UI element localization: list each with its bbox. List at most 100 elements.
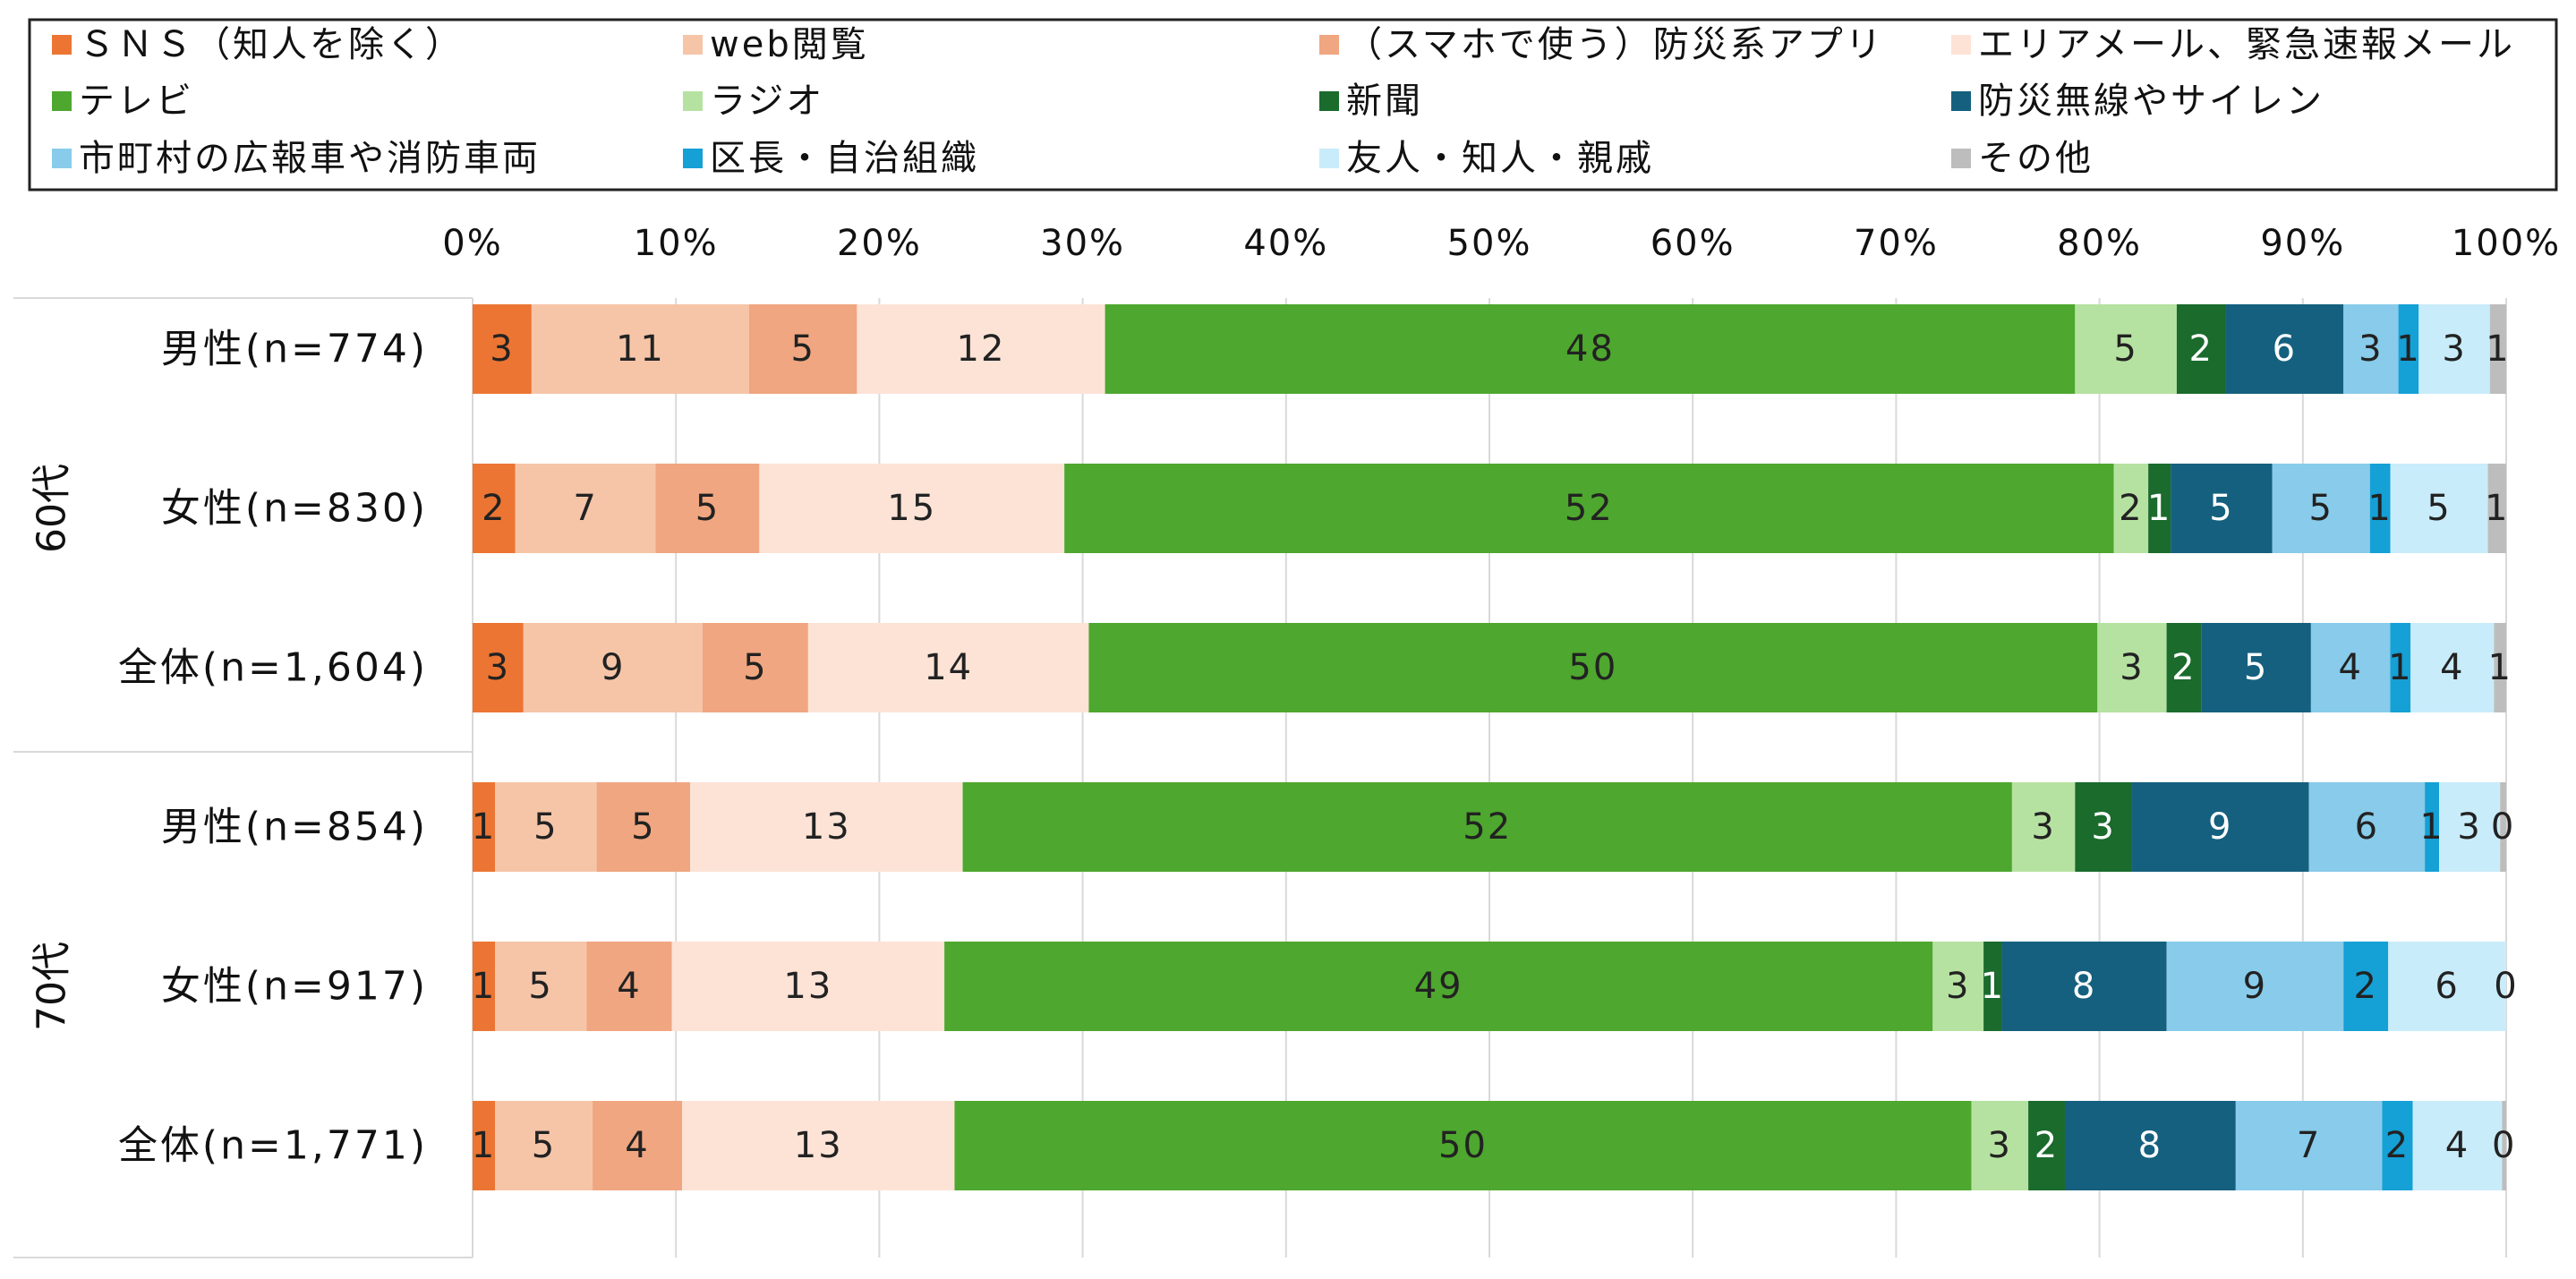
data-label: 3 [2120, 647, 2144, 688]
bar-segment [2001, 942, 2167, 1031]
data-label: 4 [2445, 1125, 2469, 1166]
data-label: 5 [2309, 488, 2333, 529]
data-label: 5 [695, 488, 720, 529]
bar-segment [2148, 464, 2171, 553]
data-label: 5 [790, 328, 815, 370]
bar-segment [473, 623, 524, 712]
legend-label: 新聞 [1346, 81, 1423, 122]
legend-label: ラジオ [710, 81, 824, 122]
data-label: 13 [794, 1125, 843, 1166]
data-label: 5 [528, 966, 552, 1007]
data-label: 0 [2491, 806, 2515, 848]
bar-segment [2500, 782, 2506, 872]
data-label: 1 [2485, 488, 2509, 529]
bar-segment [2398, 304, 2419, 394]
legend-item: エリアメール、緊急速報メール [1951, 24, 2515, 65]
legend-item: 市町村の広報車や消防車両 [52, 138, 541, 179]
group-labels: 60代 70代 [30, 464, 75, 1031]
x-tick-label: 70% [1854, 223, 1939, 264]
bar-segment [2343, 304, 2399, 394]
data-label: 7 [2297, 1125, 2321, 1166]
bar-segment [2166, 623, 2202, 712]
data-label: 1 [2388, 647, 2412, 688]
legend-label: テレビ [79, 81, 194, 122]
bar-segment [523, 623, 703, 712]
data-label: 2 [2385, 1125, 2410, 1166]
bar-segment [2308, 782, 2426, 872]
legend-label: （スマホで使う）防災系アプリ [1346, 24, 1884, 65]
data-label: 2 [2171, 647, 2196, 688]
data-label: 13 [783, 966, 832, 1007]
data-label: 13 [802, 806, 851, 848]
data-label: 4 [2440, 647, 2464, 688]
data-label: 50 [1568, 647, 1617, 688]
category-labels: 男性(n=774) 女性(n=830) 全体(n=1,604) 男性(n=854) 女性… [118, 327, 425, 1169]
legend-swatch [683, 91, 703, 111]
bar-segment [1088, 623, 2098, 712]
bar-segment [2343, 942, 2389, 1031]
data-label: 1 [2487, 647, 2512, 688]
bar-segment [2390, 623, 2411, 712]
data-label: 6 [2273, 328, 2297, 370]
legend: ＳＮＳ（知人を除く） web閲覧 （スマホで使う）防災系アプリ エリアメール、緊急速報… [52, 24, 2515, 179]
bar-segment [702, 623, 808, 712]
data-label: 5 [631, 806, 655, 848]
bar-row: 1 5 4 13 50 3 2 8 7 2 4 0 [472, 1101, 2516, 1190]
legend-swatch [1951, 91, 1971, 111]
bar-segment [2075, 304, 2177, 394]
bar-segment [2310, 623, 2391, 712]
data-label: 0 [2492, 1125, 2516, 1166]
group-label: 60代 [30, 464, 75, 553]
bar-segment [944, 942, 1933, 1031]
x-tick-label: 50% [1447, 223, 1532, 264]
bar-segment [807, 623, 1089, 712]
data-label: 11 [616, 328, 665, 370]
bar-segment [682, 1101, 955, 1190]
legend-label: 市町村の広報車や消防車両 [79, 138, 541, 179]
legend-swatch [52, 91, 72, 111]
legend-item: ＳＮＳ（知人を除く） [52, 24, 461, 65]
data-label: 3 [2031, 806, 2055, 848]
data-label: 3 [2091, 806, 2115, 848]
bar-segment [1971, 1101, 2029, 1190]
legend-swatch [52, 35, 72, 55]
data-label: 3 [2442, 328, 2466, 370]
bar-segment [2425, 782, 2440, 872]
data-label: 5 [533, 806, 558, 848]
bar-segment [2412, 1101, 2503, 1190]
legend-item: web閲覧 [683, 24, 866, 65]
data-label: 12 [957, 328, 1006, 370]
legend-label: エリアメール、緊急速報メール [1978, 24, 2515, 65]
bar-segment [2097, 623, 2167, 712]
data-label: 9 [601, 647, 625, 688]
data-label: 3 [490, 328, 514, 370]
bar-segment [2487, 464, 2506, 553]
bar-segment [531, 304, 749, 394]
bar-segment [473, 1101, 495, 1190]
bar-segment [748, 304, 857, 394]
legend-item: 新聞 [1319, 81, 1423, 122]
bar-segment [473, 464, 516, 553]
data-label: 9 [2208, 806, 2232, 848]
legend-swatch [1951, 149, 1971, 168]
x-tick-label: 100% [2452, 223, 2561, 264]
bar-segment [2388, 942, 2506, 1031]
group-label: 70代 [30, 942, 75, 1031]
data-label: 5 [2427, 488, 2451, 529]
data-label: 2 [2119, 488, 2143, 529]
legend-swatch [1319, 149, 1339, 168]
data-label: 4 [617, 966, 641, 1007]
data-label: 9 [2243, 966, 2267, 1007]
data-label: 2 [2034, 1125, 2059, 1166]
data-label: 3 [2457, 806, 2481, 848]
data-label: 3 [486, 647, 510, 688]
legend-swatch [1319, 35, 1339, 55]
bar-segment [2113, 464, 2149, 553]
bar-segment [2382, 1101, 2413, 1190]
data-label: 6 [2355, 806, 2379, 848]
bar-segment [759, 464, 1065, 553]
data-label: 1 [2367, 488, 2392, 529]
bar-row: 3 11 5 12 48 5 2 6 3 1 3 1 [473, 304, 2509, 394]
data-label: 5 [532, 1125, 556, 1166]
bar-segment [1064, 464, 2114, 553]
